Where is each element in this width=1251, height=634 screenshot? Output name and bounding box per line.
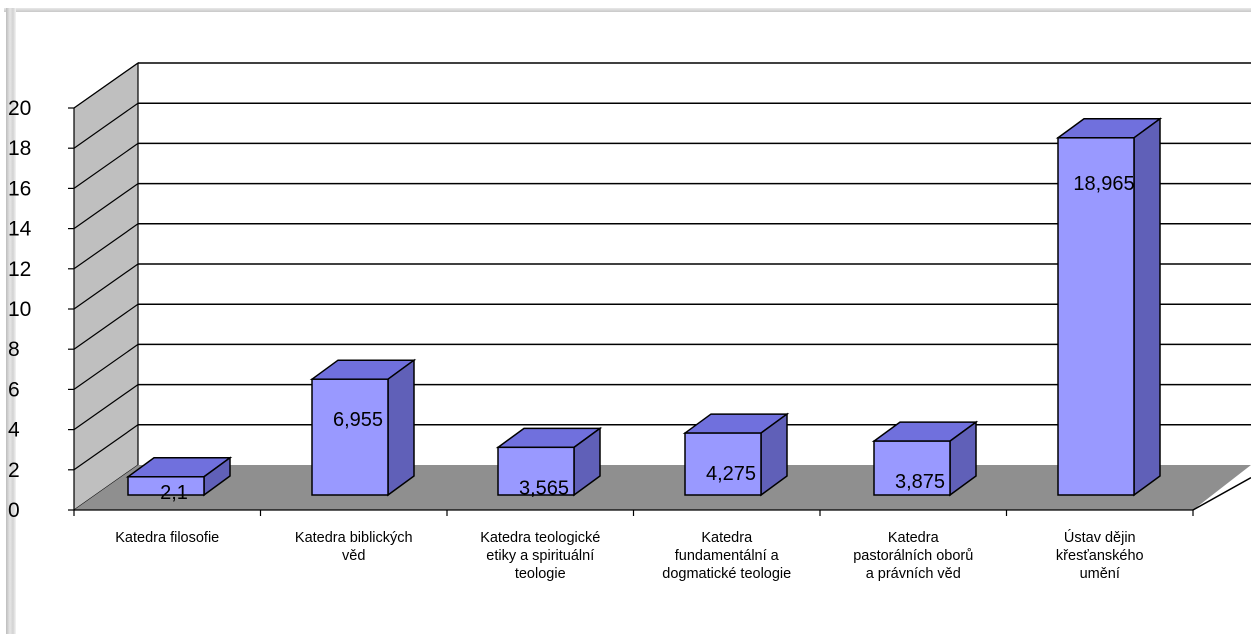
bar-front (311, 378, 389, 496)
category-label-line: Ústav dějin (1064, 529, 1136, 546)
y-tick-label: 8 (8, 338, 20, 361)
data-label: 6,955 (333, 409, 383, 431)
bar-front (684, 432, 762, 496)
gridline-diagonal (73, 223, 139, 270)
bar-front (497, 446, 575, 496)
gridline-diagonal (73, 303, 139, 350)
category-label-line: Katedra teologické (480, 530, 600, 546)
category-label-line: Katedra (701, 530, 753, 546)
category-label-line: teologie (515, 566, 566, 582)
gridline-diagonal (73, 424, 139, 471)
gridline-diagonal (73, 102, 139, 149)
category-label: Ústav dějin křesťanského umění (1056, 529, 1144, 582)
y-tick-label: 0 (8, 499, 20, 522)
gridline-diagonal (73, 384, 139, 431)
category-label-line: umění (1080, 566, 1120, 582)
x-tick-labels: Katedra filosofie Katedra biblických vědKa… (115, 529, 1143, 582)
frame-top-border (4, 8, 1251, 12)
y-tick-label: 14 (8, 218, 32, 241)
bar (871, 420, 979, 497)
category-label: Katedra fundamentální a dogmatické teologi… (662, 530, 791, 582)
category-label: Katedra filosofie (115, 530, 219, 546)
category-label-line: pastorálních oborů (853, 548, 973, 564)
bar (125, 456, 233, 497)
data-label: 3,565 (519, 477, 569, 499)
bars (125, 117, 1163, 497)
data-label: 2,1 (160, 482, 188, 504)
data-label: 18,965 (1073, 173, 1134, 195)
floor-right-edge (1192, 476, 1251, 511)
bar-side (1133, 117, 1161, 497)
y-tick-label: 18 (8, 137, 31, 160)
category-label: Katedra teologické etiky a spirituální teo… (480, 530, 600, 582)
bar (682, 412, 790, 497)
category-label: Katedra biblických věd (295, 530, 413, 564)
y-tick-label: 6 (8, 378, 20, 401)
y-tick-labels: 0 2 4 6 8 10 12 14 16 18 20 (8, 97, 32, 522)
data-labels: 2,1 6,955 3,565 4,275 3,875 18,965 (160, 173, 1134, 504)
category-label-line: věd (342, 548, 365, 564)
data-label: 3,875 (895, 471, 945, 493)
y-tick-label: 20 (8, 97, 31, 120)
gridline-diagonal (73, 183, 139, 230)
category-label-line: a právních věd (866, 566, 961, 582)
bar (1055, 117, 1163, 497)
category-label-line: dogmatické teologie (662, 566, 791, 582)
y-tick-label: 12 (8, 258, 31, 281)
bar (495, 426, 603, 497)
category-label-line: Katedra filosofie (115, 530, 219, 546)
frame-left-border (6, 8, 16, 634)
category-label-line: etiky a spirituální (486, 548, 594, 564)
category-label-line: Katedra biblických (295, 530, 413, 546)
gridline-diagonal (73, 263, 139, 310)
y-tick-label: 2 (8, 459, 20, 482)
y-tick-label: 16 (8, 177, 31, 200)
bar-front (1057, 137, 1135, 496)
y-tick-label: 4 (8, 419, 20, 442)
category-label-line: fundamentální a (675, 548, 780, 564)
axes (68, 107, 1194, 516)
bar-side (387, 358, 415, 497)
bar-front (873, 440, 951, 496)
category-label-line: Katedra (888, 530, 940, 546)
category-label: Katedra pastorálních oborů a právních věd (853, 530, 973, 582)
gridline-diagonal (73, 142, 139, 189)
gridline-diagonal (73, 343, 139, 390)
gridline-diagonal (73, 62, 139, 109)
bar (309, 358, 417, 497)
y-tick-label: 10 (8, 298, 31, 321)
data-label: 4,275 (706, 463, 756, 485)
bar-front (127, 476, 205, 496)
category-label-line: křesťanského (1056, 548, 1144, 564)
